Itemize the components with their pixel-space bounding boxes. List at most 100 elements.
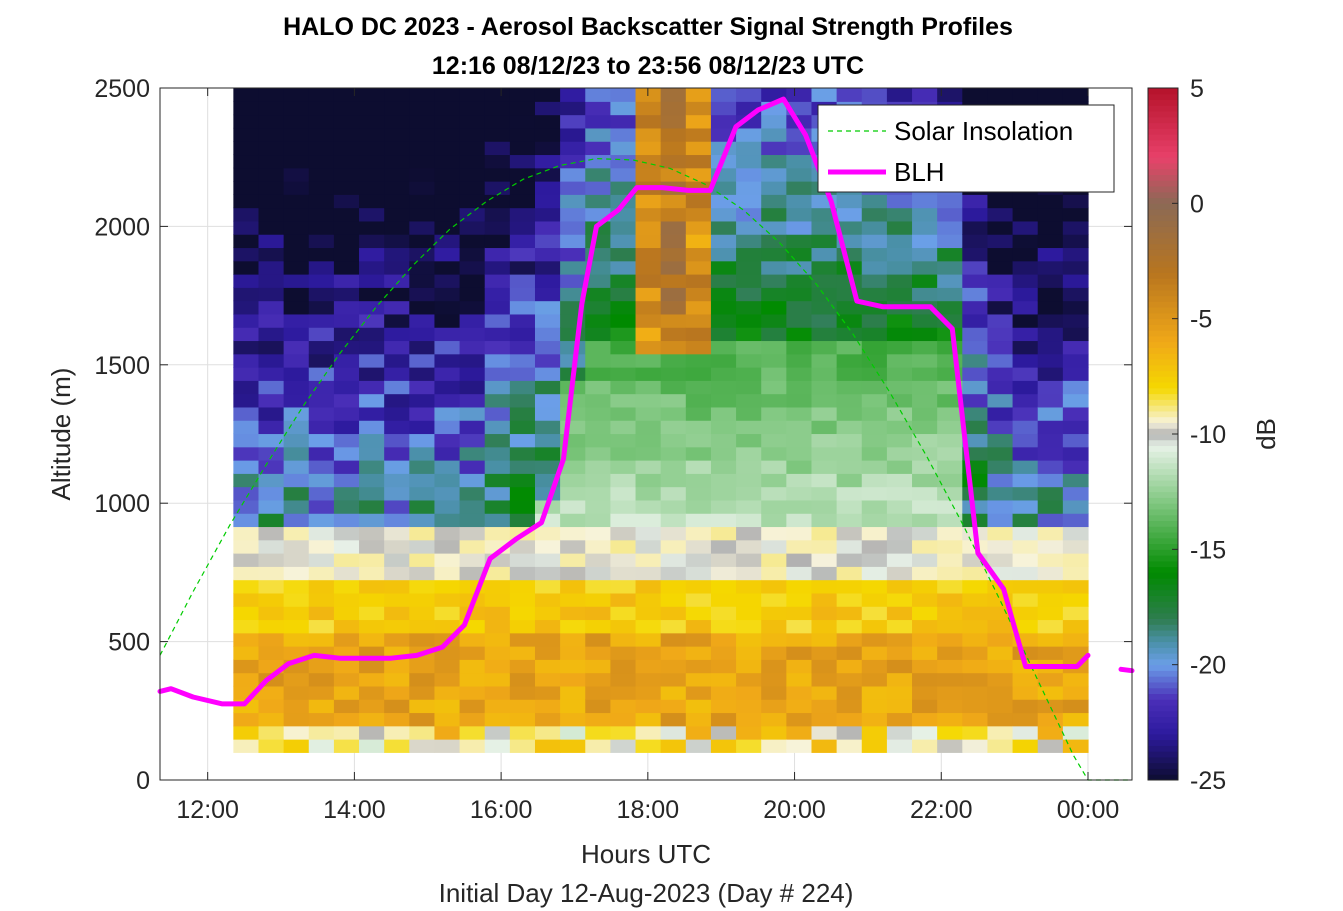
heatmap-cell [585, 287, 611, 302]
heatmap-cell [962, 274, 989, 288]
heatmap-cell [610, 167, 637, 182]
colorbar-cell [1148, 422, 1178, 429]
heatmap-cell [736, 739, 762, 753]
heatmap-cell [685, 88, 712, 102]
heatmap-cell [359, 699, 385, 714]
heatmap-cell [484, 566, 511, 581]
heatmap-cell [233, 672, 260, 687]
heatmap-cell [1037, 632, 1064, 647]
heatmap-cell [937, 287, 963, 302]
heatmap-cell [283, 672, 310, 687]
x-tick-label: 20:00 [763, 796, 826, 824]
heatmap-cell [258, 606, 285, 621]
y-tick-label: 500 [108, 629, 150, 657]
heatmap-cell [660, 313, 687, 328]
heatmap-cell [233, 194, 260, 209]
colorbar-cell [1148, 359, 1178, 366]
heatmap-cell [534, 393, 561, 408]
heatmap-cell [283, 699, 310, 714]
heatmap-cell [534, 287, 561, 302]
heatmap-cell [736, 420, 762, 435]
heatmap-cell [509, 380, 536, 395]
heatmap-cell [409, 247, 436, 262]
heatmap-cell [384, 234, 410, 249]
heatmap-cell [987, 260, 1014, 275]
heatmap-cell [886, 406, 913, 421]
heatmap-cell [660, 473, 687, 488]
heatmap-cell [384, 101, 410, 116]
heatmap-cell [685, 287, 712, 302]
heatmap-cell [509, 619, 536, 634]
heatmap-cell [1062, 579, 1089, 594]
colorbar-cell [1148, 111, 1178, 118]
heatmap-cell [484, 260, 511, 275]
heatmap-cell [937, 260, 963, 275]
heatmap-cell [761, 274, 787, 288]
heatmap-cell [635, 154, 662, 169]
heatmap-cell [1037, 380, 1064, 395]
heatmap-cell [761, 539, 787, 554]
heatmap-cell [459, 433, 486, 448]
heatmap-cell [761, 712, 787, 727]
heatmap-cell [509, 460, 536, 474]
heatmap-cell [1062, 207, 1089, 222]
heatmap-cell [912, 712, 938, 727]
heatmap-cell [1037, 220, 1064, 235]
heatmap-cell [585, 553, 611, 567]
colorbar-cell [1148, 566, 1178, 573]
heatmap-cell [585, 420, 611, 435]
heatmap-cell [585, 486, 611, 501]
heatmap-cell [409, 539, 436, 554]
heatmap-cell [359, 353, 385, 368]
heatmap-cell [233, 127, 260, 142]
heatmap-cell [384, 579, 410, 594]
heatmap-cell [660, 406, 687, 421]
x-tick-label: 22:00 [910, 796, 973, 824]
heatmap-cell [1062, 446, 1089, 461]
heatmap-cell [1037, 313, 1064, 328]
heatmap-cell [811, 340, 838, 355]
heatmap-cell [886, 632, 913, 647]
heatmap-cell [509, 393, 536, 408]
heatmap-cell [459, 632, 486, 647]
heatmap-cell [886, 393, 913, 408]
heatmap-cell [1062, 274, 1089, 288]
heatmap-cell [233, 579, 260, 594]
heatmap-cell [861, 433, 888, 448]
colorbar-cell [1148, 289, 1178, 297]
heatmap-cell [886, 234, 913, 249]
heatmap-cell [434, 167, 461, 182]
heatmap-cell [861, 513, 888, 528]
heatmap-cell [962, 699, 989, 714]
heatmap-cell [962, 260, 989, 275]
heatmap-cell [333, 406, 360, 421]
colorbar-cell [1148, 474, 1178, 481]
heatmap-cell [233, 646, 260, 660]
heatmap-cell [761, 300, 787, 315]
heatmap-cell [660, 499, 687, 514]
heatmap-cell [509, 406, 536, 421]
heatmap-cell [685, 446, 712, 461]
heatmap-cell [685, 699, 712, 714]
heatmap-cell [359, 127, 385, 142]
heatmap-cell [434, 513, 461, 528]
heatmap-cell [660, 646, 687, 660]
heatmap-cell [459, 340, 486, 355]
colorbar-cell [1148, 318, 1178, 325]
heatmap-cell [635, 526, 662, 541]
heatmap-cell [660, 380, 687, 395]
heatmap-cell [987, 234, 1014, 249]
heatmap-cell [1037, 433, 1064, 448]
heatmap-cell [836, 646, 863, 660]
heatmap-cell [912, 526, 938, 541]
heatmap-cell [761, 260, 787, 275]
heatmap-cell [1012, 553, 1039, 567]
heatmap-cell [987, 499, 1014, 514]
heatmap-cell [434, 207, 461, 222]
heatmap-cell [233, 114, 260, 129]
heatmap-cell [710, 260, 737, 275]
colorbar-cell [1148, 428, 1178, 435]
heatmap-cell [283, 207, 310, 222]
heatmap-cell [610, 154, 637, 169]
heatmap-cell [811, 313, 838, 328]
